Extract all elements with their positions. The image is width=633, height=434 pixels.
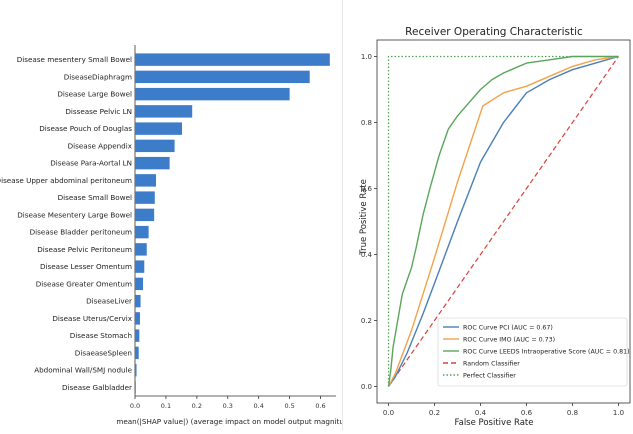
shap-category-label: Disease mesentery Small Bowel [17, 55, 132, 64]
shap-category-label: Disease Bladder peritoneum [30, 228, 132, 237]
shap-x-axis-label: mean(|SHAP value|) (average impact on mo… [116, 417, 343, 426]
shap-x-tick-label: 0.5 [284, 402, 294, 410]
shap-category-label: Dissease Pelvic LN [65, 107, 132, 116]
shap-category-label: Disease Mesentery Large Bowel [17, 210, 132, 219]
roc-legend-box [437, 317, 628, 387]
shap-category-label: Disease Appendix [68, 141, 133, 150]
shap-category-label: Disease Small Bowel [58, 193, 132, 202]
shap-x-tick-label: 0.3 [223, 402, 233, 410]
shap-category-label: DiseaseLiver [86, 297, 132, 306]
shap-category-label: Disease Lesser Omentum [40, 262, 132, 271]
shap-x-tick-label: 0.6 [315, 402, 325, 410]
roc-curve-imo [387, 55, 619, 387]
roc-legend-label: Perfect Classifier [463, 373, 516, 380]
shap-bar [135, 277, 144, 291]
shap-category-label: Disease Para-Aortal LN [50, 159, 132, 168]
roc-legend-label: ROC Curve LEEDS Intraoperative Score (AU… [463, 349, 630, 356]
roc-y-axis-label: True Positive Rate [359, 179, 369, 256]
roc-title: Receiver Operating Characteristic [405, 26, 583, 38]
shap-bar [135, 346, 139, 360]
shap-bar [135, 174, 157, 187]
shap-category-label: DisaeaseSpleen [75, 348, 132, 357]
shap-bar [135, 243, 147, 256]
shap-x-tick-label: 0.1 [161, 402, 171, 410]
shap-category-label: Disease Pelvic Peritoneum [37, 245, 132, 254]
roc-x-axis-label: False Positive Rate [455, 418, 534, 428]
shap-x-tick-label: 0.2 [192, 402, 202, 410]
roc-x-tick-label: 1.0 [613, 409, 624, 417]
roc-x-tick-label: 0.6 [521, 409, 533, 417]
roc-x-tick-label: 0.4 [475, 409, 487, 417]
roc-y-tick-label: 0.4 [361, 251, 373, 259]
shap-bar [135, 191, 155, 204]
shap-bar [135, 225, 149, 239]
shap-bar [135, 105, 193, 118]
shap-bar [135, 208, 155, 222]
shap-category-label: Disease Upper abdominal peritoneum [0, 176, 132, 185]
shap-category-label: Disease Galbladder [62, 383, 132, 392]
roc-x-tick-label: 0.0 [383, 409, 394, 417]
shap-x-tick-label: 0.4 [254, 402, 264, 410]
shap-bar [135, 122, 183, 135]
roc-legend-label: Random Classifier [463, 361, 520, 368]
roc-curve-leeds [387, 55, 619, 387]
roc-y-tick-label: 0.0 [361, 383, 372, 391]
roc-y-tick-label: 1.0 [361, 53, 372, 61]
shap-category-label: Disease Greater Omentum [36, 279, 132, 288]
roc-y-tick-label: 0.8 [361, 119, 372, 127]
shap-x-tick-label: 0.0 [130, 402, 140, 410]
panel-divider [342, 0, 343, 430]
shap-bar [135, 329, 140, 342]
shap-bar [135, 53, 330, 66]
perfect-classifier-line [387, 55, 619, 387]
roc-x-tick-label: 0.8 [567, 409, 578, 417]
shap-chart-panel: mean(|SHAP value|) (average impact on mo… [0, 45, 356, 426]
shap-category-label: Abdominal Wall/SMJ nodule [34, 366, 132, 375]
roc-line-chart: Receiver Operating Characteristic False … [359, 26, 631, 428]
roc-curve-pci [387, 55, 619, 387]
roc-y-tick-label: 0.6 [361, 185, 373, 193]
shap-category-label: Disease Pouch of Douglas [39, 124, 132, 133]
roc-legend-label: ROC Curve IMO (AUC = 0.73) [463, 337, 555, 344]
shap-bar-chart: mean(|SHAP value|) (average impact on mo… [0, 45, 356, 426]
shap-bar [135, 139, 175, 153]
shap-category-label: Disease Uterus/Cervix [52, 314, 132, 323]
shap-bar [135, 87, 290, 101]
roc-chart-panel: Receiver Operating Characteristic False … [343, 0, 633, 430]
shap-category-label: Disease Large Bowel [57, 90, 132, 99]
shap-bar [135, 363, 137, 377]
roc-legend: ROC Curve PCI (AUC = 0.67) ROC Curve IMO … [437, 317, 630, 387]
shap-bar [135, 312, 140, 325]
shap-bar [135, 156, 170, 170]
roc-legend-label: ROC Curve PCI (AUC = 0.67) [463, 325, 553, 332]
shap-bar [135, 294, 141, 308]
roc-x-tick-label: 0.2 [429, 409, 440, 417]
roc-y-tick-label: 0.2 [361, 317, 372, 325]
shap-category-label: Disease Stomach [70, 331, 132, 340]
shap-bar [135, 70, 310, 84]
shap-bar [135, 260, 145, 273]
shap-category-label: DiseaseDiaphragm [64, 72, 132, 81]
random-classifier-line [388, 56, 619, 387]
shap-bar [135, 381, 136, 394]
